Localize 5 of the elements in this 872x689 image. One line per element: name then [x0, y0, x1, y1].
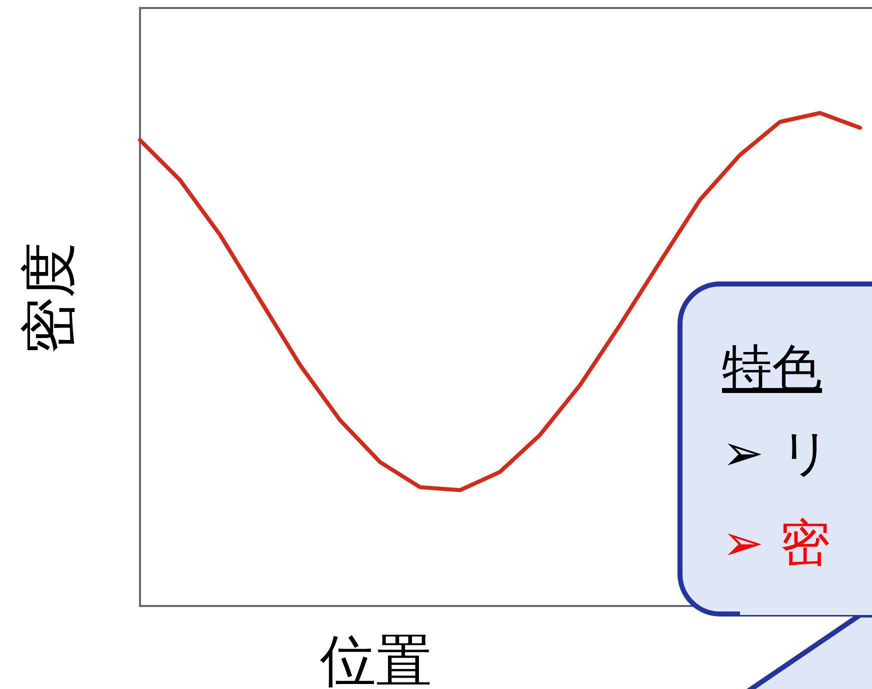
annotation: ➢ リ — [722, 424, 831, 482]
annotation: 特色 — [722, 339, 822, 397]
x-axis-title: 位置 — [320, 629, 432, 689]
y-axis-title: 密度 — [17, 242, 82, 354]
annotation: ➢ 密 — [722, 514, 830, 572]
